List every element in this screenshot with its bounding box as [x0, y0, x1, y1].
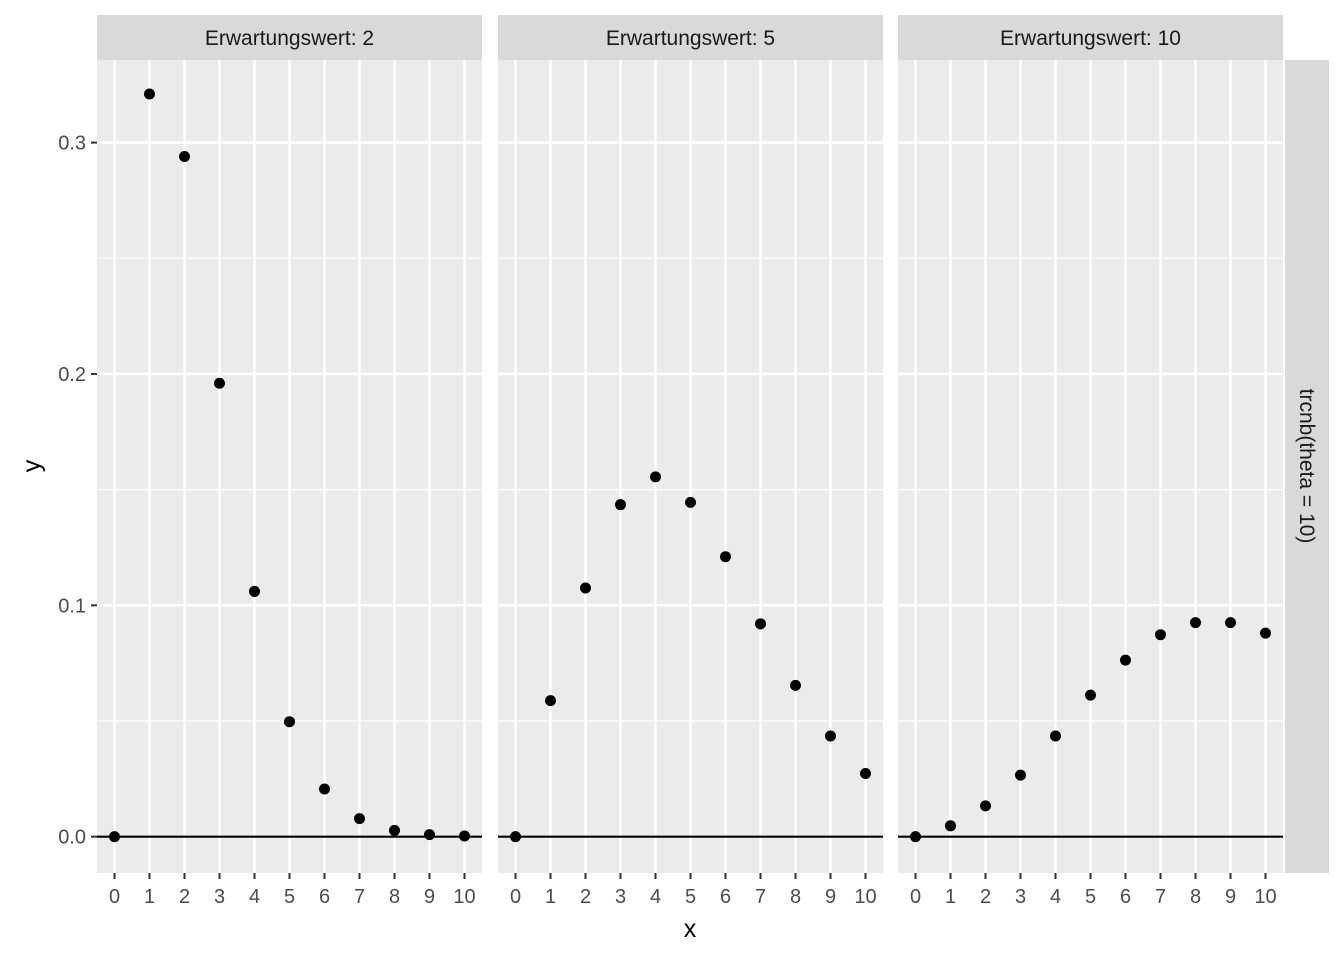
x-tick-label: 5: [685, 886, 696, 908]
x-tick-label: 4: [650, 886, 661, 908]
row-strip-label: trcnb(theta = 10): [1295, 389, 1318, 544]
data-point: [755, 618, 766, 630]
x-tick-label: 3: [214, 886, 225, 908]
x-tick-label: 10: [453, 886, 475, 908]
data-point: [510, 831, 521, 843]
data-point: [144, 88, 155, 100]
data-point: [910, 831, 921, 843]
data-point: [179, 150, 190, 162]
data-point: [1260, 627, 1271, 639]
data-point: [980, 800, 991, 812]
x-tick-label: 6: [319, 886, 330, 908]
y-tick-label: 0.2: [58, 364, 86, 386]
x-tick-label: 4: [249, 886, 260, 908]
x-tick-label: 4: [1050, 886, 1061, 908]
facet-panel: Erwartungswert: 2 0 1 2 3 4 5 6 7 8 9 10: [97, 15, 482, 908]
x-tick-label: 2: [580, 886, 591, 908]
x-tick-label: 6: [1120, 886, 1131, 908]
x-tick-label: 0: [109, 886, 120, 908]
x-axis-title: x: [684, 915, 697, 943]
facet-strip-label: Erwartungswert: 10: [1000, 27, 1181, 50]
data-point: [1015, 769, 1026, 781]
x-tick-label: 9: [424, 886, 435, 908]
x-tick-label: 1: [545, 886, 556, 908]
facet-strip-background: [97, 15, 482, 60]
x-tick-label: 9: [1225, 886, 1236, 908]
data-point: [580, 582, 591, 594]
x-tick-label: 5: [1085, 886, 1096, 908]
y-tick-label: 0.3: [58, 133, 86, 155]
data-point: [545, 695, 556, 707]
data-point: [790, 679, 801, 691]
x-tick-label: 3: [1015, 886, 1026, 908]
data-point: [1190, 617, 1201, 629]
x-tick-label: 7: [755, 886, 766, 908]
facet-strip-background: [898, 15, 1283, 60]
x-tick-label: 10: [854, 886, 876, 908]
data-point: [284, 716, 295, 728]
x-tick-label: 10: [1254, 886, 1276, 908]
x-tick-label: 8: [1190, 886, 1201, 908]
data-point: [459, 830, 470, 842]
data-point: [1050, 730, 1061, 742]
y-tick-label: 0.1: [58, 595, 86, 617]
data-point: [615, 499, 626, 511]
x-tick-label: 6: [720, 886, 731, 908]
row-strip: trcnb(theta = 10): [1285, 60, 1329, 873]
x-tick-label: 2: [179, 886, 190, 908]
row-strip-background: [1285, 60, 1329, 873]
x-tick-label: 5: [284, 886, 295, 908]
data-point: [1120, 654, 1131, 666]
facet-panel: Erwartungswert: 5 0 1 2 3 4 5 6 7 8 9 10: [498, 15, 883, 908]
data-point: [249, 585, 260, 597]
data-point: [389, 824, 400, 836]
y-tick-label: 0.0: [58, 827, 86, 849]
x-tick-label: 7: [354, 886, 365, 908]
x-tick-label: 0: [910, 886, 921, 908]
data-point: [685, 496, 696, 508]
y-axis-title: y: [18, 459, 46, 472]
data-point: [109, 831, 120, 843]
facet-panel: Erwartungswert: 10 0 1 2 3 4 5 6 7 8 9 10: [898, 15, 1283, 908]
data-point: [650, 471, 661, 483]
data-point: [720, 551, 731, 563]
data-point: [354, 813, 365, 825]
x-tick-label: 2: [980, 886, 991, 908]
x-tick-label: 1: [144, 886, 155, 908]
data-point: [1085, 689, 1096, 701]
x-tick-label: 8: [790, 886, 801, 908]
x-tick-label: 1: [945, 886, 956, 908]
data-point: [1155, 629, 1166, 641]
panels-layer: Erwartungswert: 20 1 2 3 4 5 6 7 8 9 10Erwartungsw…: [97, 15, 1283, 908]
facet-strip-label: Erwartungswert: 5: [606, 27, 775, 50]
facet-strip-background: [498, 15, 883, 60]
x-tick-label: 9: [825, 886, 836, 908]
facet-strip-label: Erwartungswert: 2: [205, 27, 374, 50]
data-point: [424, 829, 435, 841]
x-tick-label: 8: [389, 886, 400, 908]
data-point: [825, 730, 836, 742]
x-tick-label: 0: [510, 886, 521, 908]
data-point: [214, 377, 225, 389]
data-point: [1225, 617, 1236, 629]
y-axis: 0.0 0.1 0.2 0.3: [58, 133, 97, 849]
data-point: [860, 768, 871, 780]
data-point: [319, 783, 330, 795]
data-point: [945, 820, 956, 832]
x-tick-label: 7: [1155, 886, 1166, 908]
x-tick-label: 3: [615, 886, 626, 908]
